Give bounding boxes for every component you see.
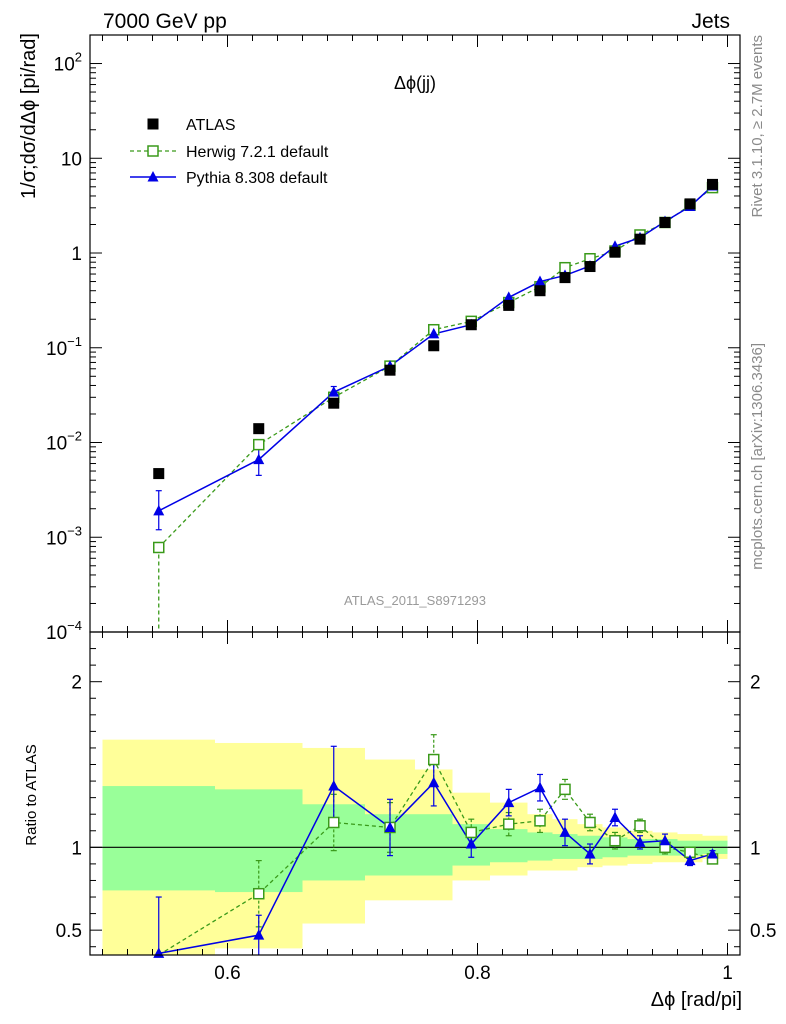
main-y-tick-label: 102: [54, 50, 82, 76]
herwig-ratio-point: [503, 818, 515, 830]
main-y-axis-title: 1/σ;dσ/dΔϕ [pi/rad]: [18, 33, 40, 199]
main-y-tick-label: 10: [61, 149, 82, 170]
legend: ATLAS Herwig 7.2.1 default Pythia 8.308 de…: [130, 117, 329, 187]
herwig-ratio-point: [559, 783, 571, 796]
ratio-frame: [89, 631, 741, 956]
herwig-ratio-point: [253, 887, 265, 900]
pythia-point: [428, 327, 440, 339]
atlas-point: [503, 299, 515, 311]
herwig-point: [253, 438, 265, 451]
pythia-ratio-point: [253, 929, 265, 940]
pythia-point: [328, 386, 340, 397]
rivet-label: Rivet 3.1.10, ≥ 2.7M events: [749, 35, 766, 218]
watermark: ATLAS_2011_S8971293: [344, 593, 486, 608]
atlas-point: [153, 468, 165, 480]
herwig-line: [158, 187, 713, 548]
ratio-y-tick-label-right: 1: [750, 838, 761, 859]
pythia-ratio-point: [634, 836, 646, 847]
pythia-ratio-point: [534, 781, 546, 793]
axes: 102 10 1 10−1 10−2 10−3 10−4 0.6 0.8 1 0.5 0.5 1 1 2 2: [46, 34, 776, 984]
band-green: [415, 814, 453, 876]
ratio-y-tick-label: 2: [71, 673, 82, 694]
atlas-point: [534, 285, 546, 297]
main-y-tick-label: 10−4: [46, 618, 82, 644]
x-tick-label: 0.8: [464, 963, 490, 984]
atlas-point: [465, 319, 477, 331]
herwig-ratio-point: [428, 753, 440, 766]
pythia-ratio-point: [328, 780, 340, 791]
main-y-tick-label: 10−2: [46, 429, 82, 455]
pythia-ratio-point: [707, 847, 718, 859]
atlas-point: [609, 246, 621, 258]
atlas-point: [707, 178, 718, 190]
pythia-ratio-point: [684, 854, 696, 866]
herwig-ratio-point: [634, 820, 646, 832]
herwig-point: [153, 541, 165, 554]
x-tick-label: 1: [722, 963, 733, 984]
atlas-point: [659, 216, 671, 228]
atlas-point: [253, 423, 265, 435]
atlas-point: [428, 340, 440, 352]
mcplots-label: mcplots.cern.ch [arXiv:1306.3436]: [749, 343, 766, 570]
main-plot-title: Δϕ(jj): [394, 73, 436, 93]
herwig-ratio-point: [328, 816, 340, 829]
legend-label: ATLAS: [186, 117, 236, 134]
pythia-ratio-point: [384, 821, 396, 832]
ratio-y-tick-label-right: 2: [750, 673, 761, 694]
atlas-point: [584, 261, 596, 273]
band-green: [527, 832, 553, 861]
legend-pythia-marker: [147, 171, 159, 182]
x-tick-label: 0.6: [214, 963, 240, 984]
herwig-ratio-point: [534, 815, 546, 827]
pythia-point: [253, 453, 265, 465]
pythia-point: [153, 504, 165, 516]
main-y-tick-label: 10−1: [46, 334, 82, 360]
ratio-plot-marks: [153, 734, 719, 958]
header-left: 7000 GeV pp: [103, 10, 227, 33]
atlas-point: [684, 198, 696, 210]
ratio-y-tick-label: 0.5: [56, 921, 82, 942]
ratio-y-tick-label: 1: [71, 838, 82, 859]
main-y-tick-label: 1: [71, 244, 82, 265]
x-axis-title: Δϕ [rad/pi]: [651, 989, 742, 1011]
pythia-point: [534, 275, 546, 287]
atlas-point: [634, 233, 646, 245]
pythia-ratio-point: [465, 838, 477, 849]
ratio-y-tick-label-right: 0.5: [750, 921, 776, 942]
pythia-point: [503, 291, 515, 302]
pythia-ratio-point: [584, 847, 596, 859]
pythia-ratio-point: [428, 776, 440, 788]
herwig-ratio-point: [609, 834, 621, 847]
atlas-point: [384, 364, 396, 376]
legend-label: Pythia 8.308 default: [186, 170, 328, 187]
pythia-ratio-point: [659, 834, 671, 846]
legend-atlas-marker: [147, 118, 159, 130]
atlas-point: [559, 272, 571, 284]
header-right: Jets: [691, 10, 730, 33]
atlas-point: [328, 397, 340, 409]
ratio-y-axis-title: Ratio to ATLAS: [23, 744, 40, 845]
main-plot-marks: [153, 178, 719, 632]
pythia-ratio-point: [609, 811, 621, 823]
main-y-tick-label: 10−3: [46, 523, 82, 549]
herwig-ratio-line: [158, 758, 713, 956]
ratio-bands: [90, 739, 740, 955]
band-green: [102, 786, 215, 891]
herwig-ratio-point: [584, 816, 596, 829]
pythia-ratio-point: [503, 796, 515, 808]
pythia-ratio-point: [559, 826, 571, 837]
legend-herwig-marker: [147, 145, 159, 157]
legend-label: Herwig 7.2.1 default: [186, 144, 329, 161]
herwig-ratio-point: [465, 826, 477, 839]
band-green: [215, 789, 303, 893]
